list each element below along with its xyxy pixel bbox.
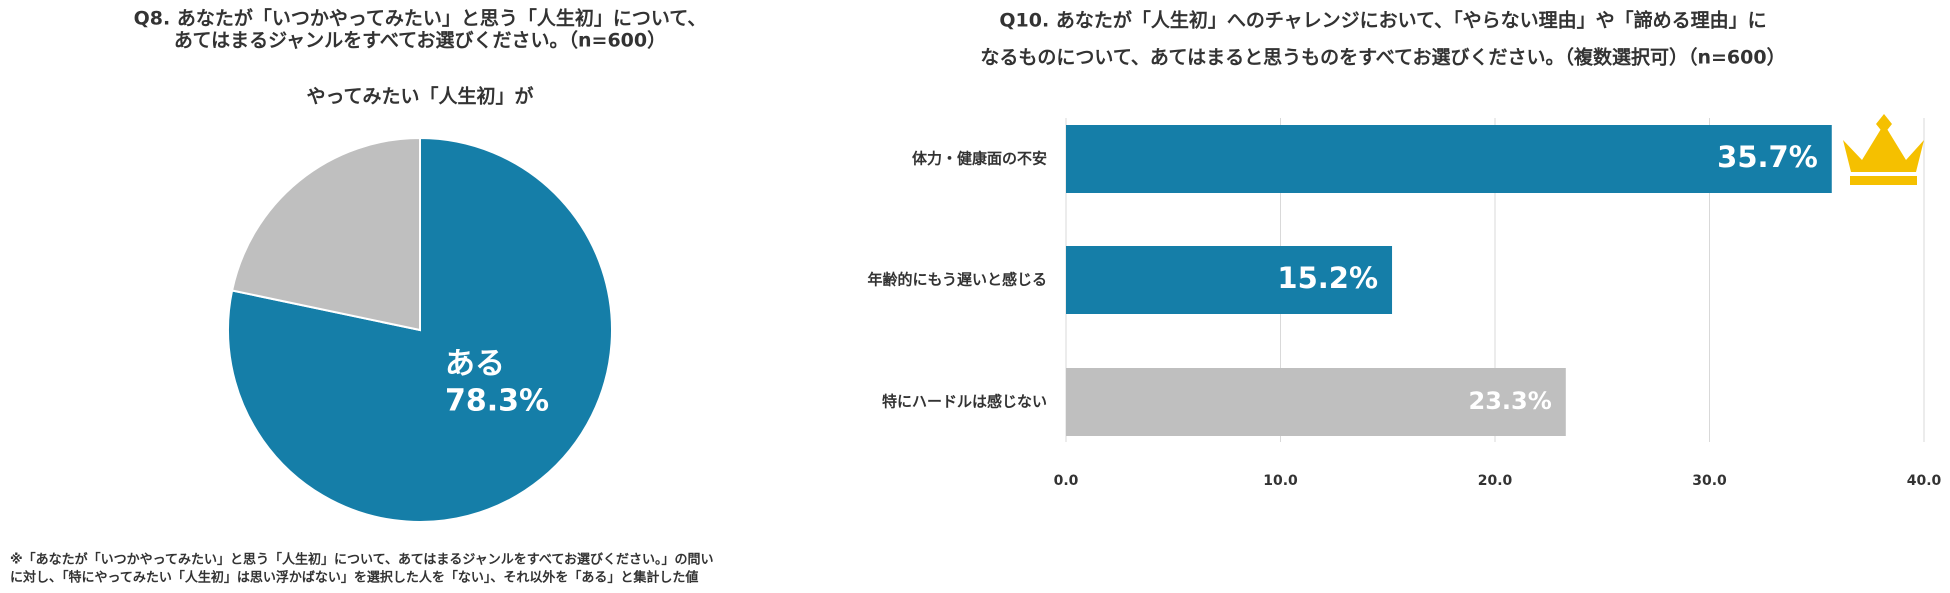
chart-subtitle: やってみたい「人生初」が [306, 85, 533, 108]
x-tick-label: 20.0 [1478, 473, 1513, 489]
x-tick-label: 30.0 [1692, 473, 1727, 489]
bar [1066, 125, 1832, 193]
y-tick-label: 体力・健康面の不安 [912, 150, 1047, 168]
chart-title: Q10. あなたが「人生初」へのチャレンジにおいて、「やらない理由」や「諦める理… [999, 9, 1766, 32]
bar-value-label: 23.3% [1469, 387, 1552, 415]
bar [1066, 246, 1393, 314]
y-tick-label: 特にハードルは感じない [882, 393, 1047, 411]
x-tick-label: 40.0 [1907, 473, 1942, 489]
slice-label: ある [445, 347, 505, 382]
footnote: に対し、「特にやってみたい「人生初」は思い浮かばない」を選択した人を「ない」、そ… [10, 570, 698, 586]
slice-value-label: 78.3% [445, 384, 549, 419]
x-tick-label: 0.0 [1054, 473, 1079, 489]
x-tick-label: 10.0 [1263, 473, 1298, 489]
footnote: ※「あなたが「いつかやってみたい」と思う「人生初」について、あてはまるジャンルを… [10, 552, 713, 568]
y-tick-label: 年齢的にもう遅いと感じる [867, 271, 1047, 289]
pie-slice [230, 136, 421, 332]
crown-icon [1843, 114, 1924, 185]
chart-title: Q8. あなたが「いつかやってみたい」と思う「人生初」について、 [134, 7, 707, 30]
bar-value-label: 35.7% [1717, 140, 1818, 174]
bar-value-label: 15.2% [1277, 261, 1378, 295]
bar [1066, 368, 1566, 436]
chart-title: なるものについて、あてはまると思うものをすべてお選びください。（複数選択可）（n… [980, 46, 1785, 69]
chart-title: あてはまるジャンルをすべてお選びください。（n=600） [174, 29, 666, 52]
